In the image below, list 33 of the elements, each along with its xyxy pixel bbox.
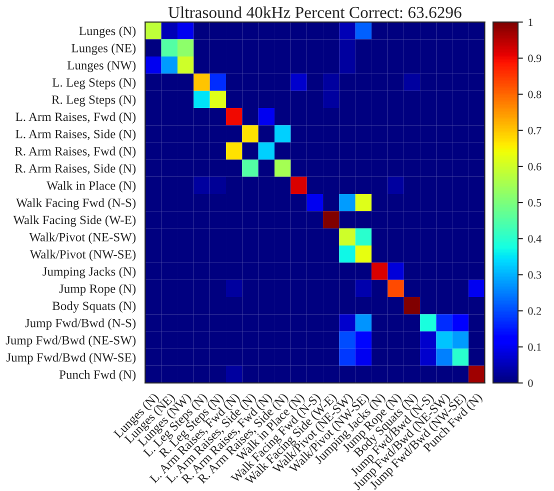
y-tick-label: Punch Fwd (N) xyxy=(59,370,136,382)
color-bar-label: 0 xyxy=(528,379,533,387)
y-tick-label: Walk Facing Fwd (N-S) xyxy=(16,198,136,210)
y-tick-label: Jump Fwd/Bwd (NE-SW) xyxy=(6,336,136,348)
y-tick-label: L. Arm Raises, Side (N) xyxy=(16,129,136,141)
color-bar-label: 0.7 xyxy=(528,126,542,134)
y-tick-label: L. Arm Raises, Fwd (N) xyxy=(16,112,136,124)
y-tick-label: Jumping Jacks (N) xyxy=(42,266,136,278)
y-tick-label: Jump Rope (N) xyxy=(59,284,136,296)
y-tick-label: Jump Fwd/Bwd (NW-SE) xyxy=(6,352,136,364)
y-tick-label: L. Leg Steps (N) xyxy=(52,78,136,90)
y-tick-label: Walk/Pivot (NE-SW) xyxy=(29,232,136,244)
color-bar-label: 0.2 xyxy=(528,307,541,315)
color-bar-label: 0.5 xyxy=(528,199,542,207)
y-tick-label: Walk/Pivot (NW-SE) xyxy=(30,250,136,262)
color-bar-label: 0.3 xyxy=(528,271,542,279)
y-tick-label: Jump Fwd/Bwd (N-S) xyxy=(25,318,136,330)
y-tick-label: Lunges (NW) xyxy=(67,60,136,72)
y-tick-label: Lunges (NE) xyxy=(72,44,136,55)
y-tick-label: R. Arm Raises, Side (N) xyxy=(14,164,136,176)
y-tick-label: Walk in Place (N) xyxy=(46,181,136,192)
color-bar-label: 0.6 xyxy=(528,162,542,170)
y-tick-label: R. Arm Raises, Fwd (N) xyxy=(14,146,136,158)
y-tick-label: R. Leg Steps (N) xyxy=(52,95,136,106)
chart-title: Ultrasound 40kHz Percent Correct: 63.6296 xyxy=(168,6,462,18)
y-tick-label: Walk Facing Side (W-E) xyxy=(13,215,136,227)
color-bar-label: 0.1 xyxy=(528,343,541,351)
color-bar-label: 0.4 xyxy=(528,235,542,243)
color-bar-label: 0.8 xyxy=(528,90,542,98)
y-tick-label: Lunges (N) xyxy=(79,26,136,38)
color-bar-label: 0.9 xyxy=(528,54,542,62)
y-tick-label: Body Squats (N) xyxy=(52,301,136,313)
color-bar-label: 1 xyxy=(528,18,533,26)
